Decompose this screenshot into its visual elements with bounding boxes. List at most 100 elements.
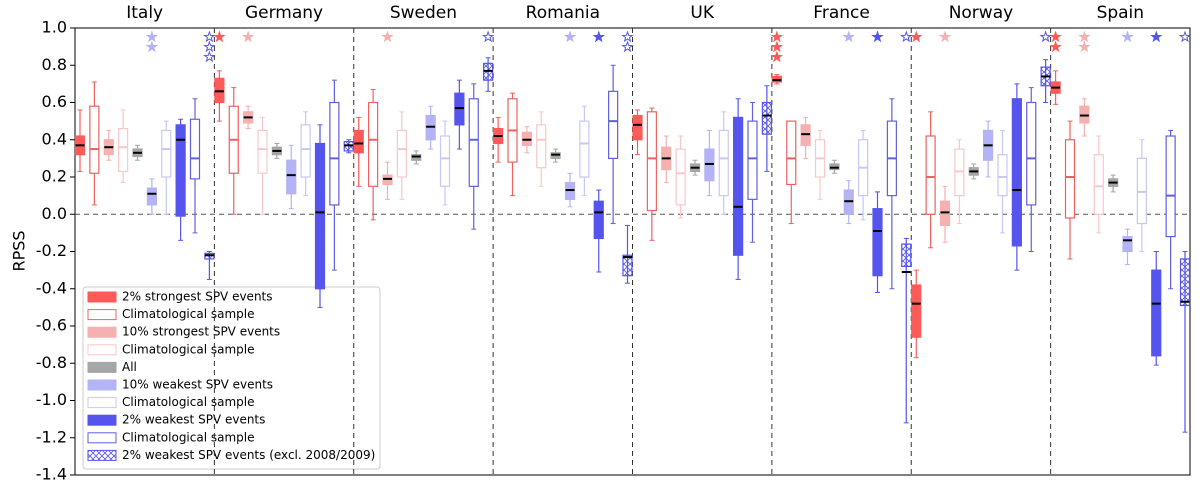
legend-label: 10% weakest SPV events [122,378,273,392]
box [901,243,912,268]
category-label: Germany [245,3,323,23]
legend-frame [82,286,381,470]
box [593,200,604,240]
legend-swatch [87,291,117,303]
y-tick-label: 0.0 [42,204,67,223]
legend-label: 2% weakest SPV events (excl. 2008/2009) [122,448,375,462]
y-tick-label: -0.8 [36,353,67,372]
box [733,116,744,256]
box [622,254,633,277]
significance-star [1049,30,1062,43]
y-tick-label: 0.2 [42,167,67,186]
significance-star [145,40,159,53]
significance-star [381,30,394,43]
box [1151,269,1162,357]
box [536,124,547,169]
significance-star [770,30,784,43]
box [300,124,311,178]
y-tick-label: 1.0 [42,18,67,37]
box [761,101,772,135]
legend-swatch [87,449,117,461]
legend-swatch [87,344,117,356]
box [646,111,657,212]
box [925,135,936,215]
category-label: Sweden [390,3,457,23]
significance-star [203,50,216,63]
legend-swatch [87,326,117,338]
legend-swatch [87,414,117,426]
box [257,129,268,174]
significance-star [1178,30,1192,43]
legend-label: Climatological sample [122,307,255,321]
legend: 2% strongest SPV events Climatological sa… [82,286,381,470]
box [329,101,340,206]
category-label: Romania [526,3,600,23]
box [353,129,364,154]
box [146,187,157,206]
y-axis-label: RPSS [10,230,29,271]
legend-swatch [87,397,117,409]
box [89,105,100,174]
significance-star [1078,40,1091,53]
significance-star [481,30,495,43]
box [1122,236,1133,253]
box [468,98,479,187]
legend-label: 2% strongest SPV events [122,290,273,304]
significance-star [203,30,216,43]
box [439,135,451,187]
legend-swatch [87,432,117,444]
box [118,127,129,173]
significance-star [145,30,159,43]
y-tick-label: 0.6 [42,92,67,111]
significance-star [621,40,634,53]
legend-swatch [87,379,117,391]
box [718,129,729,197]
significance-star [592,30,605,43]
box [286,159,297,195]
significance-star [1150,30,1163,43]
y-tick-label: -0.6 [36,316,67,335]
box [175,124,186,217]
significance-star [1121,30,1134,43]
significance-star [241,30,255,43]
y-tick-label: 0.8 [42,55,67,74]
significance-star [871,30,884,43]
legend-label: Climatological sample [122,430,255,444]
box [1093,154,1104,215]
box [1064,139,1076,219]
box [579,120,590,178]
box [747,120,758,200]
significance-star [770,50,784,63]
significance-star [203,40,216,53]
significance-star [938,30,952,43]
box [675,148,686,206]
box [632,114,643,141]
significance-star [1039,30,1052,43]
box [396,129,407,178]
legend-label: 10% strongest SPV events [122,325,280,339]
box [911,284,922,338]
y-tick-label: -1.2 [36,427,67,446]
y-tick-label: -1.4 [36,465,67,484]
box [1011,98,1022,247]
legend-swatch [87,309,117,321]
significance-star [563,30,577,43]
box [997,154,1008,197]
significance-star [621,30,634,43]
significance-star [900,30,913,43]
legend-swatch [87,361,117,373]
y-tick-label: -0.2 [36,241,67,260]
category-label: Spain [1097,3,1145,23]
significance-star [842,30,855,43]
y-tick-label: -1.0 [36,390,67,409]
category-label: France [813,3,870,23]
y-tick-label: 0.4 [42,129,67,148]
legend-label: Climatological sample [122,342,255,356]
legend-label: Climatological sample [122,395,255,409]
box [872,208,883,277]
category-label: UK [690,3,714,23]
significance-star [910,30,923,43]
box [161,129,172,178]
significance-star [213,30,226,43]
